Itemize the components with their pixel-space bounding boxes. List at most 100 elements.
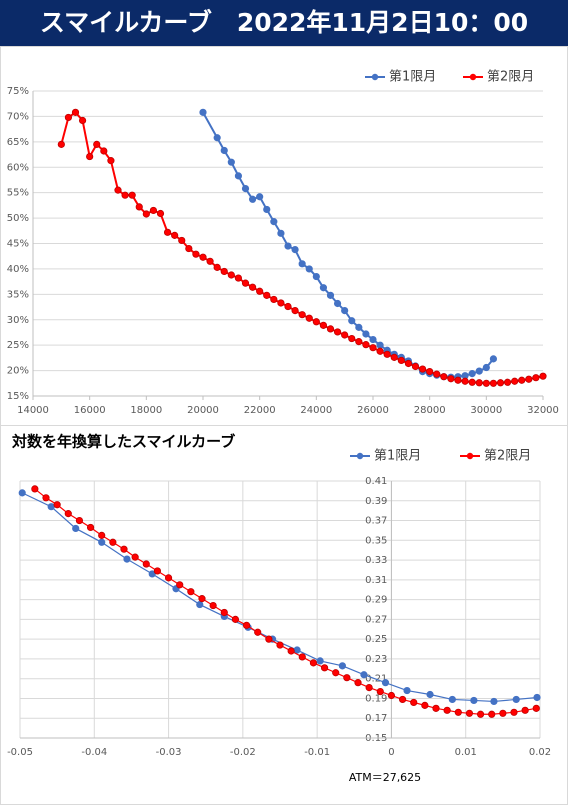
data-point	[107, 157, 115, 165]
data-point	[341, 306, 349, 315]
data-point	[53, 501, 61, 509]
data-point	[293, 646, 301, 654]
data-point	[220, 267, 228, 276]
data-point	[64, 113, 73, 122]
x-tick-label: -0.02	[230, 747, 256, 758]
data-point	[71, 108, 80, 116]
y-tick-label: 0.41	[365, 476, 387, 487]
x-tick-label: 22000	[244, 405, 276, 416]
data-point	[433, 370, 441, 378]
data-point	[176, 581, 184, 589]
x-tick-label: 32000	[527, 405, 559, 416]
data-point	[153, 567, 162, 575]
data-point	[241, 185, 250, 193]
data-point	[411, 362, 420, 371]
data-point	[365, 683, 373, 692]
data-point	[263, 205, 271, 214]
data-point	[163, 228, 172, 236]
data-point	[482, 363, 490, 372]
x-tick-label: 0.01	[455, 747, 477, 758]
data-point	[443, 706, 451, 714]
data-point	[343, 674, 351, 682]
data-point	[461, 377, 469, 385]
data-point	[213, 134, 221, 142]
data-point	[475, 367, 483, 375]
data-point	[326, 291, 335, 299]
x-tick-label: 16000	[74, 405, 106, 416]
data-point	[192, 250, 200, 258]
data-point	[305, 265, 313, 273]
data-point	[319, 321, 328, 329]
data-point	[355, 338, 363, 346]
data-point	[348, 317, 356, 325]
legend-label: 第2限月	[484, 449, 531, 464]
data-point	[532, 374, 540, 382]
data-point	[387, 691, 396, 700]
data-point	[156, 209, 165, 218]
data-point	[503, 378, 512, 386]
x-tick-label: 18000	[130, 405, 162, 416]
data-point	[276, 641, 284, 649]
data-point	[277, 299, 285, 307]
y-tick-label: 0.17	[365, 713, 387, 724]
data-point	[248, 283, 257, 291]
data-point	[305, 314, 313, 322]
y-tick-label: 40%	[7, 264, 29, 275]
data-point	[75, 516, 84, 525]
y-tick-label: 0.39	[365, 496, 387, 507]
data-point	[496, 379, 505, 387]
y-tick-label: 20%	[7, 366, 29, 377]
data-point	[254, 628, 262, 636]
data-point	[482, 379, 490, 387]
data-point	[326, 325, 335, 333]
data-point	[199, 253, 207, 261]
data-point	[298, 311, 306, 319]
data-point	[448, 695, 456, 704]
y-tick-label: 55%	[7, 188, 29, 199]
data-point	[93, 140, 101, 148]
data-point	[72, 524, 80, 533]
data-point	[362, 330, 370, 338]
data-point	[256, 193, 264, 201]
legend-marker	[466, 452, 474, 460]
data-point	[403, 686, 411, 695]
data-point	[390, 353, 398, 361]
data-point	[265, 635, 273, 643]
data-point	[475, 379, 483, 387]
data-point	[213, 263, 221, 271]
data-point	[47, 503, 55, 511]
x-tick-label: 26000	[357, 405, 389, 416]
data-point	[440, 373, 448, 381]
y-tick-label: 30%	[7, 315, 29, 326]
data-point	[109, 538, 117, 546]
data-point	[398, 695, 407, 704]
legend-label: 第2限月	[487, 70, 534, 85]
data-point	[287, 647, 295, 655]
data-point	[100, 147, 108, 155]
data-point	[381, 679, 390, 687]
data-point	[432, 704, 440, 712]
data-point	[369, 335, 377, 344]
data-point	[131, 553, 139, 561]
y-tick-label: 0.29	[365, 595, 387, 606]
data-point	[291, 306, 299, 315]
data-point	[164, 574, 173, 582]
chart-title: 対数を年換算したスマイルカーブ	[11, 433, 235, 451]
data-point	[171, 231, 179, 239]
data-point	[142, 560, 150, 568]
data-point	[533, 693, 541, 702]
y-tick-label: 50%	[7, 213, 29, 224]
data-point	[468, 370, 476, 378]
data-point	[510, 708, 518, 716]
y-tick-label: 0.37	[365, 516, 387, 527]
legend-marker	[356, 452, 364, 460]
data-point	[241, 279, 250, 287]
data-point	[86, 152, 94, 161]
data-point	[135, 203, 143, 211]
data-point	[196, 600, 204, 609]
data-point	[355, 323, 363, 331]
data-point	[270, 218, 278, 226]
data-point	[120, 545, 128, 553]
data-point	[354, 679, 362, 687]
data-point	[332, 669, 340, 677]
